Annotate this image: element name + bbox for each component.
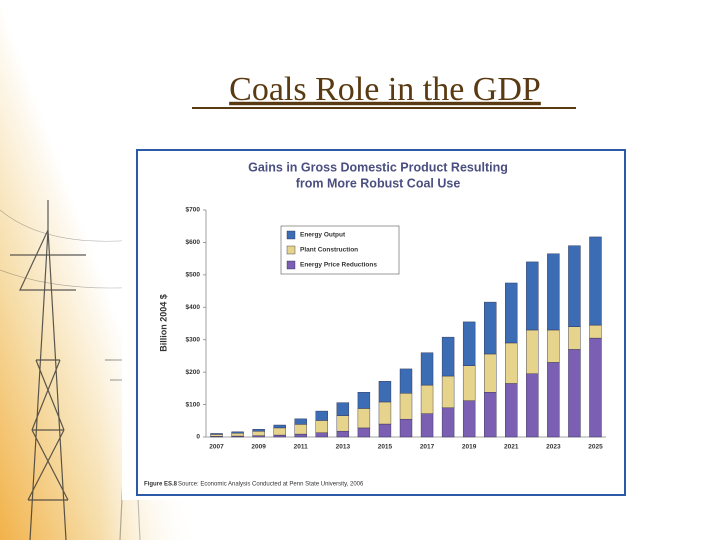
bar-segment bbox=[589, 324, 602, 339]
slide-title: Coals Role in the GDP bbox=[229, 71, 541, 108]
bar-segment bbox=[399, 393, 413, 420]
bar-segment bbox=[547, 253, 560, 331]
bar-segment bbox=[231, 431, 244, 434]
bar-segment bbox=[505, 342, 518, 384]
bar-segment bbox=[357, 408, 371, 429]
bar-segment bbox=[336, 415, 350, 432]
bar-segment bbox=[315, 432, 328, 438]
bar-segment bbox=[273, 424, 286, 429]
bar-segment bbox=[294, 418, 307, 425]
x-tick-label: 2019 bbox=[462, 444, 477, 451]
y-tick-label: $700 bbox=[186, 207, 201, 214]
legend-label: Plant Construction bbox=[300, 247, 358, 254]
x-tick-label: 2017 bbox=[420, 444, 435, 451]
bar-segment bbox=[505, 383, 518, 438]
chart-border bbox=[136, 149, 626, 496]
y-tick-label: $400 bbox=[186, 304, 201, 311]
y-tick-label: 0 bbox=[196, 434, 200, 441]
bar-segment bbox=[315, 410, 328, 421]
bar-segment bbox=[378, 381, 392, 403]
bar-segment bbox=[231, 432, 244, 437]
bar-segment bbox=[547, 329, 560, 363]
bar-segment bbox=[294, 433, 307, 438]
bar-segment bbox=[505, 282, 518, 344]
x-tick-label: 2025 bbox=[588, 444, 603, 451]
bar-segment bbox=[357, 427, 371, 438]
bar-segment bbox=[526, 261, 539, 331]
bar-segment bbox=[378, 423, 392, 438]
bar-segment bbox=[484, 353, 497, 393]
bar-segment bbox=[273, 434, 286, 438]
bar-segment bbox=[294, 424, 307, 435]
bar-segment bbox=[526, 373, 539, 438]
y-tick-label: $200 bbox=[186, 369, 201, 376]
y-tick-label: $100 bbox=[186, 401, 201, 408]
bar-segment bbox=[441, 407, 455, 438]
bar-segment bbox=[399, 418, 413, 438]
bar-segment bbox=[568, 349, 581, 438]
bar-segment bbox=[336, 430, 350, 438]
x-tick-label: 2015 bbox=[378, 444, 393, 451]
legend-label: Energy Price Reductions bbox=[300, 262, 377, 269]
figure-label: Figure ES.8 bbox=[144, 482, 178, 488]
bar-segment bbox=[210, 434, 223, 437]
bar-segment bbox=[210, 433, 223, 435]
bar-segment bbox=[357, 392, 371, 409]
y-tick-label: $500 bbox=[186, 272, 201, 279]
bar-segment bbox=[420, 384, 434, 414]
bar-segment bbox=[589, 236, 602, 326]
legend-swatch bbox=[286, 260, 296, 270]
x-tick-label: 2013 bbox=[336, 444, 351, 451]
x-tick-label: 2007 bbox=[209, 444, 224, 451]
bar-segment bbox=[462, 365, 476, 401]
chart-title: from More Robust Coal Use bbox=[296, 176, 461, 190]
bar-segment bbox=[420, 352, 434, 386]
bar-segment bbox=[441, 336, 455, 377]
bar-segment bbox=[336, 402, 350, 416]
legend-label: Energy Output bbox=[300, 232, 346, 239]
legend-swatch bbox=[286, 245, 296, 255]
bar-segment bbox=[420, 413, 434, 438]
bar-segment bbox=[252, 430, 265, 436]
bar-segment bbox=[378, 401, 392, 425]
bar-segment bbox=[484, 392, 497, 438]
bar-segment bbox=[315, 420, 328, 433]
legend-swatch bbox=[286, 230, 296, 240]
bar-segment bbox=[484, 301, 497, 355]
bar-segment bbox=[589, 337, 602, 438]
bar-segment bbox=[252, 429, 265, 432]
bar-segment bbox=[273, 427, 286, 436]
y-tick-label: $300 bbox=[186, 336, 201, 343]
chart-title: Gains in Gross Domestic Product Resultin… bbox=[248, 160, 508, 174]
y-tick-label: $600 bbox=[186, 239, 201, 246]
source-note: Source: Economic Analysis Conducted at P… bbox=[178, 482, 364, 488]
bar-segment bbox=[462, 321, 476, 366]
bar-segment bbox=[568, 245, 581, 327]
bar-segment bbox=[547, 362, 560, 438]
x-tick-label: 2023 bbox=[546, 444, 561, 451]
legend-box bbox=[280, 225, 400, 275]
x-tick-label: 2009 bbox=[251, 444, 266, 451]
bar-segment bbox=[399, 368, 413, 394]
y-axis-label: Billion 2004 $ bbox=[158, 294, 168, 352]
x-tick-label: 2011 bbox=[294, 444, 308, 451]
bar-segment bbox=[441, 375, 455, 409]
bar-segment bbox=[462, 400, 476, 438]
x-tick-label: 2021 bbox=[504, 444, 519, 451]
bar-segment bbox=[526, 329, 539, 374]
bar-segment bbox=[568, 326, 581, 350]
